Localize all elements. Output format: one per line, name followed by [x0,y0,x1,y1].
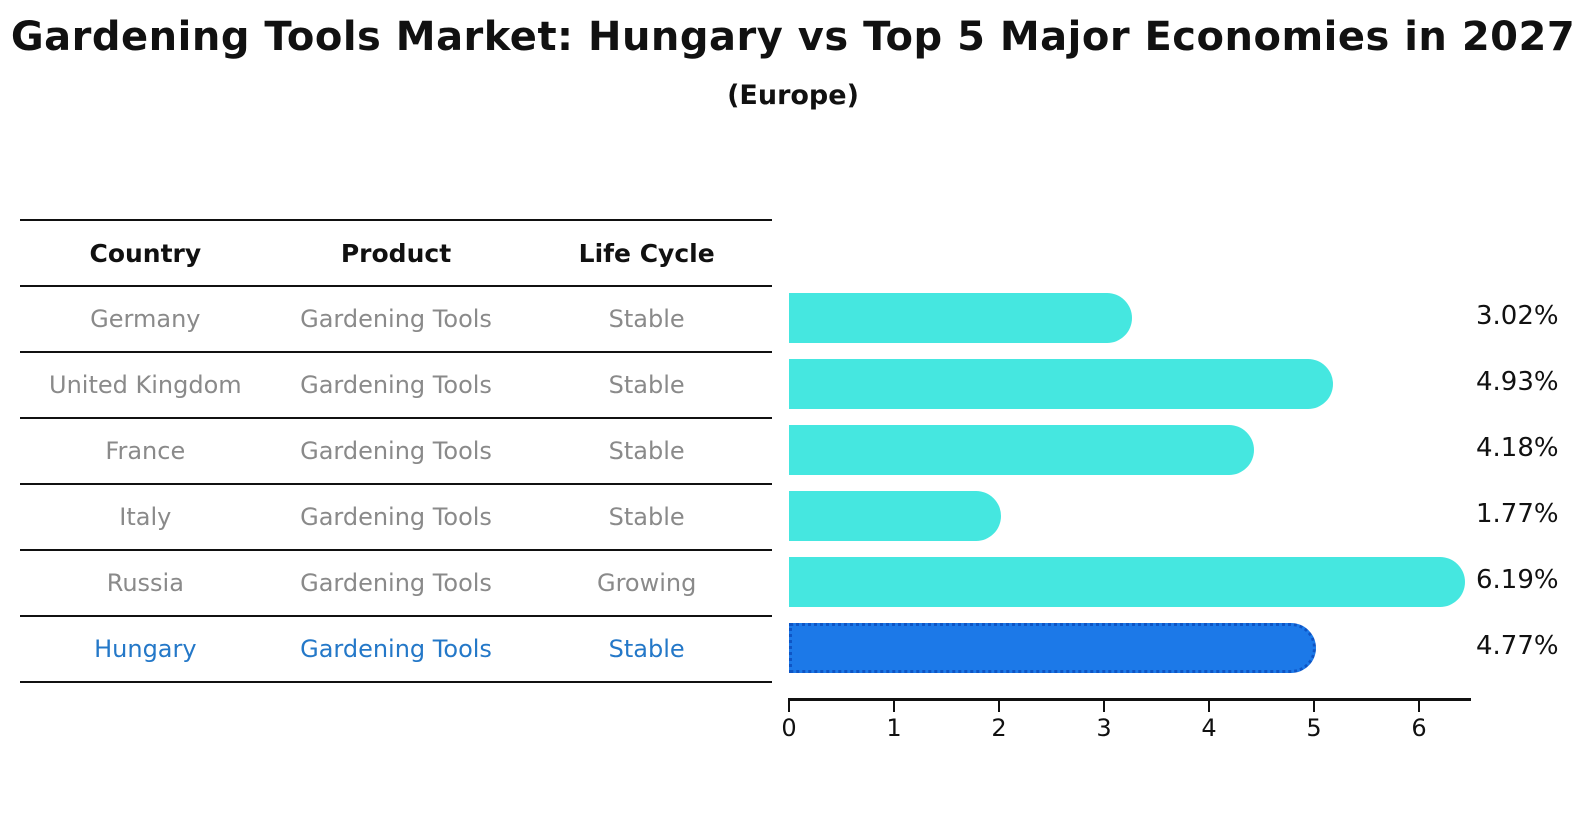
cell-product: Gardening Tools [300,305,492,333]
x-axis-tick [1208,701,1210,712]
cell-country: Italy [119,503,172,531]
cell-country: Hungary [94,635,197,663]
bar-hungary [789,623,1316,673]
bar-france [789,425,1254,475]
x-axis-line [788,698,1471,701]
x-axis-tick-label: 0 [781,714,797,742]
cell-country: Russia [106,569,184,597]
bar-germany [789,293,1133,343]
cell-life-cycle: Stable [608,305,685,333]
bar-value-label: 3.02% [1476,301,1559,331]
x-axis-tick [788,701,790,712]
x-axis-tick [893,701,895,712]
cell-life-cycle: Growing [596,569,697,597]
column-header-product: Product [340,238,452,268]
x-axis-tick-label: 5 [1306,714,1322,742]
bar-italy [789,491,1001,541]
cell-country: United Kingdom [49,371,242,399]
x-axis-tick-label: 4 [1201,714,1217,742]
x-axis-tick [1313,701,1315,712]
x-axis-tick-label: 6 [1411,714,1427,742]
cell-product: Gardening Tools [300,635,492,663]
x-axis-tick [1103,701,1105,712]
x-axis-tick [998,701,1000,712]
bar-value-label: 4.93% [1476,367,1559,397]
table-row: France Gardening Tools Stable [20,419,772,485]
country-table: Country Product Life Cycle Germany Garde… [20,219,772,683]
column-header-life-cycle: Life Cycle [578,238,715,268]
table-row: Italy Gardening Tools Stable [20,485,772,551]
x-axis-tick-label: 2 [991,714,1007,742]
table-row: Germany Gardening Tools Stable [20,287,772,353]
cell-product: Gardening Tools [300,503,492,531]
cell-life-cycle: Stable [608,635,685,663]
cell-life-cycle: Stable [608,371,685,399]
table-row: United Kingdom Gardening Tools Stable [20,353,772,419]
chart-title: Gardening Tools Market: Hungary vs Top 5… [10,14,1576,60]
chart-subtitle: (Europe) [727,80,859,111]
table-row-highlighted: Hungary Gardening Tools Stable [20,617,772,683]
bar-value-label: 4.77% [1476,631,1559,661]
bar-value-label: 1.77% [1476,499,1559,529]
cell-life-cycle: Stable [608,503,685,531]
cell-product: Gardening Tools [300,569,492,597]
cell-country: France [105,437,186,465]
x-axis-tick-label: 3 [1096,714,1112,742]
table-header-row: Country Product Life Cycle [20,221,772,287]
column-header-country: Country [89,238,202,268]
cell-product: Gardening Tools [300,371,492,399]
bar-united-kingdom [789,359,1333,409]
x-axis-tick [1418,701,1420,712]
bar-russia [789,557,1465,607]
cell-life-cycle: Stable [608,437,685,465]
x-axis-tick-label: 1 [886,714,902,742]
table-row: Russia Gardening Tools Growing [20,551,772,617]
bar-value-label: 4.18% [1476,433,1559,463]
cell-country: Germany [90,305,201,333]
bar-value-label: 6.19% [1476,565,1559,595]
cell-product: Gardening Tools [300,437,492,465]
